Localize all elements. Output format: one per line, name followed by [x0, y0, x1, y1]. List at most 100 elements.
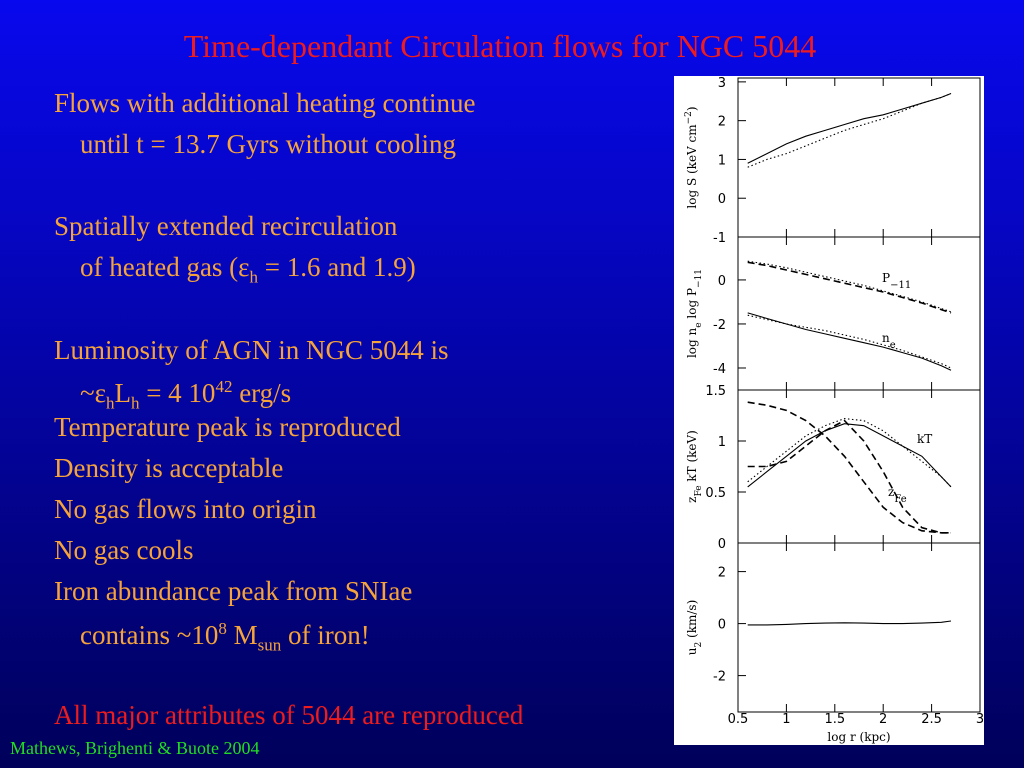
y-tick-label: 0 [718, 192, 726, 207]
text-line: No gas cools [54, 537, 193, 564]
y-tick-label: 3 [718, 76, 726, 91]
y-tick-label: 0 [718, 274, 726, 289]
y-axis-label-part: ) [685, 106, 699, 111]
y-axis-label-part: e [694, 322, 704, 327]
curve [747, 92, 952, 168]
curve-label: P−11 [882, 271, 911, 291]
curve [747, 261, 952, 314]
curve [747, 620, 952, 626]
curve-label: ne [882, 331, 896, 351]
x-tick-label: 1.5 [824, 712, 845, 727]
curve [747, 423, 952, 488]
y-axis-label-part: −11 [694, 269, 704, 288]
text: Flows with additional heating continue [54, 88, 476, 118]
y-axis-label-part: −2 [684, 111, 694, 124]
curve [747, 401, 951, 534]
text: until t = 13.7 Gyrs without cooling [80, 129, 456, 159]
footer: Mathews, Brighenti & Buote 2004 [10, 738, 260, 758]
text-line: Iron abundance peak from SNIae [54, 578, 412, 605]
x-tick-label: 0.5 [728, 712, 749, 727]
text: of heated gas (ε [80, 252, 250, 282]
text: Spatially extended recirculation [54, 211, 398, 241]
x-tick-label: 1 [782, 712, 790, 727]
text: 8 [218, 619, 227, 638]
y-axis-label-part: (km/s) [685, 600, 699, 642]
curve-label-part: n [882, 331, 890, 345]
text-line: of heated gas (εh = 1.6 and 1.9) [80, 252, 416, 287]
text: Iron abundance peak from SNIae [54, 576, 413, 606]
text-line: Spatially extended recirculation [54, 213, 397, 240]
panel-frame [737, 542, 981, 713]
text: ~ε [80, 378, 106, 408]
y-tick-label: 1 [718, 435, 726, 450]
text-line: Temperature peak is reproduced [54, 414, 401, 441]
text: 42 [215, 377, 233, 396]
text: of iron! [281, 620, 370, 650]
y-tick-label: 2 [718, 566, 726, 581]
text: No gas cools [54, 535, 194, 565]
text: h [105, 393, 115, 413]
curve [747, 260, 952, 313]
curve-label-part: z [888, 485, 894, 499]
curve-label-part: e [890, 340, 896, 351]
curve-label: kT [917, 432, 932, 446]
x-tick-label: 3 [976, 712, 984, 727]
text-line: All major attributes of 5044 are reprodu… [54, 702, 523, 729]
curve-label-part: P [882, 271, 890, 285]
y-tick-label: 0 [718, 537, 726, 552]
text-line: No gas flows into origin [54, 496, 317, 523]
curve [747, 314, 952, 369]
y-axis-label: log S (keV cm−2) [684, 106, 699, 208]
y-tick-label: 0 [718, 618, 726, 633]
curve-label-part: kT [917, 432, 932, 446]
text-line: Density is acceptable [54, 455, 283, 482]
y-axis-label-part: log n [685, 327, 699, 358]
text: No gas flows into origin [54, 494, 317, 524]
text: = 4 10 [139, 378, 216, 408]
text: h [130, 393, 140, 413]
curve-label-part: −11 [890, 280, 911, 291]
figure-background [674, 76, 984, 745]
text: Temperature peak is reproduced [54, 412, 401, 442]
x-tick-label: 2.5 [921, 712, 942, 727]
text: Density is acceptable [54, 453, 284, 483]
text: erg/s [232, 378, 292, 408]
y-axis-label-part: kT (keV) [685, 430, 699, 485]
text: All major attributes of 5044 are reprodu… [54, 700, 524, 730]
curve-label-part: Fe [894, 494, 906, 505]
text: contains ~10 [80, 620, 219, 650]
curve [747, 418, 952, 488]
y-axis-label-part: Fe [694, 485, 704, 496]
text: sun [257, 635, 282, 655]
text: L [114, 378, 131, 408]
text: = 1.6 and 1.9) [258, 252, 416, 282]
y-axis-label-part: u [685, 647, 699, 655]
y-tick-label: -4 [713, 362, 726, 377]
y-tick-label: -2 [713, 670, 726, 685]
text-line: contains ~108 Msun of iron! [80, 620, 370, 653]
y-axis-label: u2 (km/s) [685, 600, 704, 656]
y-axis-label-part: log S (keV cm [685, 124, 699, 209]
text-line: until t = 13.7 Gyrs without cooling [80, 131, 456, 158]
x-tick-label: 2 [879, 712, 887, 727]
curve-label: zFe [888, 485, 907, 505]
y-axis-label: zFe kT (keV) [685, 430, 704, 503]
text-line: Luminosity of AGN in NGC 5044 is [54, 337, 449, 364]
y-axis-label-part: z [685, 497, 699, 503]
text: M [226, 620, 258, 650]
x-axis-label: log r (kpc) [827, 730, 890, 744]
y-axis-label-part: log P [685, 288, 699, 322]
y-tick-label: 0.5 [705, 486, 726, 501]
slide-title: Time-dependant Circulation flows for NGC… [183, 28, 817, 64]
y-tick-label: 1 [718, 153, 726, 168]
text: Luminosity of AGN in NGC 5044 is [54, 335, 449, 365]
y-axis-label: log ne log P−11 [685, 269, 704, 358]
y-axis-label-part: 2 [694, 642, 704, 648]
text: h [249, 267, 259, 287]
curve [747, 419, 951, 534]
text-line: Flows with additional heating continue [54, 90, 475, 117]
y-tick-label: -2 [713, 318, 726, 333]
text-line: ~εhLh = 4 1042 erg/s [80, 378, 291, 411]
